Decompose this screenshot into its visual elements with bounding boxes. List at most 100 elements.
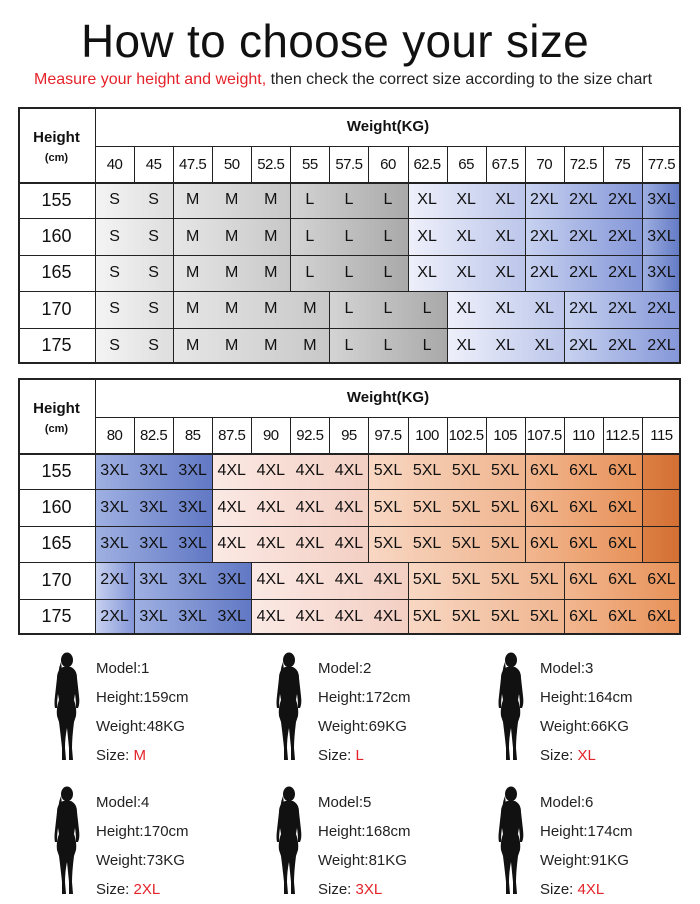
size-label: Size: [318,881,356,898]
model-weight: Weight:91KG [540,852,629,869]
weight-value: 87.5 [218,426,246,444]
size-cell [251,598,408,635]
silhouette-icon [46,652,86,764]
weight-value: 52.5 [257,155,285,173]
height-value: 175 [41,335,72,356]
model-size: Size: XL [540,741,633,770]
size-label: 3XL [178,534,207,552]
weight-value: 112.5 [605,426,640,444]
size-label: L [344,227,354,245]
model-weight: Weight:66KG [540,718,629,735]
size-cell [290,254,408,292]
size-label: M [225,227,239,245]
column-divider [173,417,175,453]
run-divider [563,291,565,328]
size-label: S [109,336,120,354]
size-label: S [148,191,159,209]
run-divider [173,182,175,219]
run-divider [641,182,643,219]
model-card: Model:5 Height:168cm Weight:81KG Size: 3XL [242,778,464,898]
size-cell [524,525,642,563]
size-label: M [185,336,200,354]
size-cell [95,525,213,563]
column-divider [368,146,370,182]
weight-value: 85 [184,426,201,444]
size-label: 4XL [256,498,286,516]
size-cell [446,291,564,328]
weight-value: 107.5 [526,426,563,444]
size-cell [134,562,252,599]
size-label: 5XL [490,534,520,552]
size-label: L [305,191,315,209]
size-label: 4XL [295,498,325,516]
size-label: 2XL [569,191,598,209]
column-divider [212,146,214,182]
run-divider [524,489,526,526]
size-label: S [109,191,120,209]
page-title: How to choose your size [80,15,590,67]
size-cell [407,562,564,599]
size-label: M [185,263,200,281]
size-label: L [344,191,354,209]
column-divider [563,146,565,182]
size-label: XL [495,300,515,318]
size-label: M [264,300,278,318]
column-divider [95,378,96,635]
column-divider [173,146,175,182]
size-value: 4XL [577,881,605,898]
size-label: Size: [540,881,578,898]
size-label: 4XL [256,607,286,625]
run-divider [368,525,370,563]
weight-value: 47.5 [179,155,207,173]
size-label: S [148,300,159,318]
size-label: XL [495,336,515,354]
size-label: 2XL [608,263,637,281]
size-label: XL [417,191,437,209]
size-label: 3XL [647,263,676,281]
weight-value: 95 [341,426,357,444]
size-label: 6XL [569,462,598,480]
weight-value: 75 [614,155,631,173]
model-size: Size: 4XL [540,875,633,904]
run-divider [407,218,409,255]
silhouette-icon [268,786,308,898]
height-label: Height [33,400,80,417]
silhouette-icon [490,786,530,898]
size-label: 6XL [608,607,637,625]
size-value: M [133,747,147,764]
subtitle-text: then check the correct size according to… [266,71,653,88]
size-label: 5XL [451,571,481,589]
weight-value: 72.5 [569,155,598,173]
size-cell [173,291,330,328]
size-label: M [264,336,278,354]
size-label: 4XL [217,534,246,552]
weight-value: 40 [106,155,123,173]
size-label: 3XL [139,462,168,480]
size-label: S [109,227,120,245]
run-divider [407,562,409,599]
weight-value: 67.5 [491,155,520,173]
size-label: 2XL [530,191,559,209]
model-size: Size: M [96,741,189,770]
column-divider [485,417,487,453]
size-label: 3XL [647,227,676,245]
size-label: 5XL [412,498,442,516]
size-label: M [225,263,239,281]
size-label: 3XL [217,607,246,625]
weight-value: 97.5 [374,426,402,444]
size-cell [563,291,681,328]
size-label: 3XL [178,498,207,516]
size-cell [407,254,525,292]
height-header: Height (cm) [18,378,95,453]
size-cell [368,453,525,490]
size-cell [173,327,330,364]
size-label: M [264,263,278,281]
size-cell [173,182,291,219]
column-divider [524,146,526,182]
model-examples: Model:1 Height:159cm Weight:48KG Size: M Mod… [0,640,700,898]
size-cell [95,327,174,364]
row-divider [18,254,681,256]
run-divider [641,489,643,526]
size-label: XL [456,263,476,281]
model-weight: Weight:48KG [96,718,185,735]
